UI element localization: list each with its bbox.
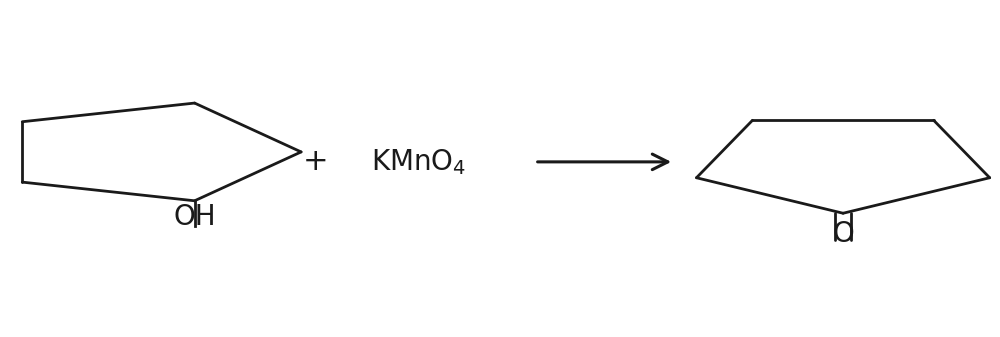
Text: O: O (832, 220, 854, 248)
Text: OH: OH (173, 203, 216, 231)
Text: +: + (303, 147, 329, 176)
Text: KMnO$_4$: KMnO$_4$ (371, 147, 466, 177)
